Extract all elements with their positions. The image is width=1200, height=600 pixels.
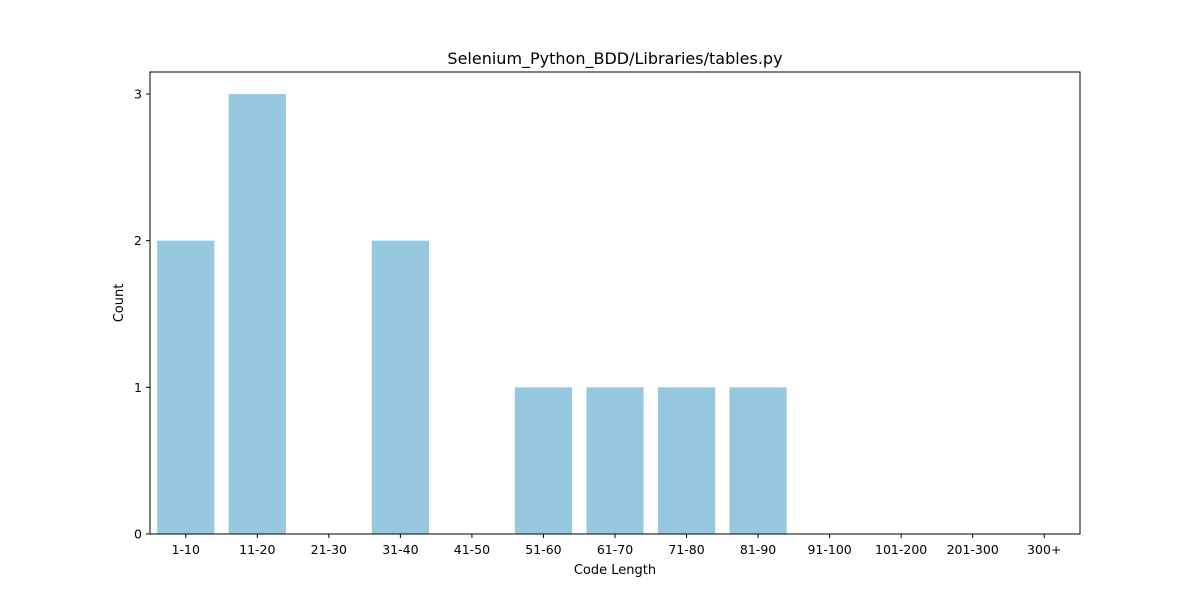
x-tick-label: 41-50	[454, 542, 490, 557]
x-tick-label: 1-10	[172, 542, 200, 557]
x-tick-label: 71-80	[668, 542, 704, 557]
bar-81-90	[729, 387, 787, 534]
bar-51-60	[514, 387, 573, 534]
bar-61-70	[586, 387, 644, 534]
y-tick-label: 1	[134, 380, 142, 395]
x-tick-label: 31-40	[382, 542, 418, 557]
bars-group	[157, 94, 787, 534]
x-axis-label: Code Length	[574, 563, 656, 578]
x-tick-label: 21-30	[311, 542, 347, 557]
y-tick-label: 0	[134, 527, 142, 542]
x-tick-label: 81-90	[740, 542, 776, 557]
x-tick-label: 51-60	[525, 542, 561, 557]
bar-71-80	[657, 387, 716, 534]
x-tick-label: 11-20	[239, 542, 275, 557]
bar-31-40	[371, 240, 429, 534]
x-axis-ticks: 1-10 11-20 21-30 31-40 41-50 51-60 61-70 71-80 8…	[172, 534, 1061, 557]
x-tick-label: 61-70	[597, 542, 633, 557]
chart-title: Selenium_Python_BDD/Libraries/tables.py	[447, 49, 782, 69]
bar-11-20	[228, 94, 286, 534]
bar-1-10	[157, 240, 215, 534]
y-tick-label: 3	[134, 87, 142, 102]
x-tick-label: 91-100	[807, 542, 851, 557]
y-axis-label: Count	[112, 284, 127, 323]
x-tick-label: 101-200	[875, 542, 927, 557]
x-tick-label: 300+	[1027, 542, 1061, 557]
y-tick-label: 2	[134, 233, 142, 248]
y-axis-ticks: 0 1 2 3	[134, 87, 150, 542]
x-tick-label: 201-300	[947, 542, 999, 557]
